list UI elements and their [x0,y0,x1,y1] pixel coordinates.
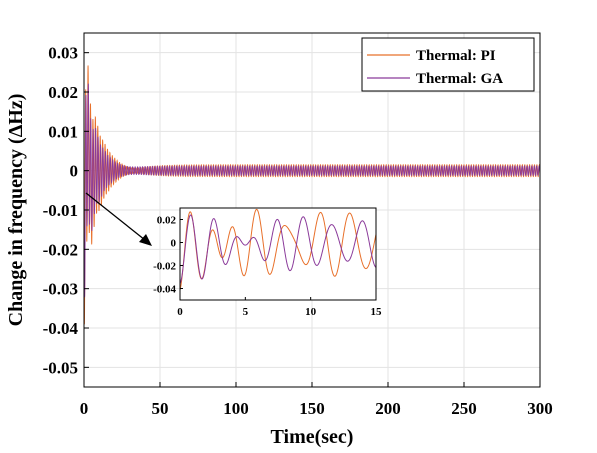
inset-series-line-pi [179,208,377,291]
legend-label-ga: Thermal: GA [416,71,503,87]
inset-y-tick-label: -0.02 [153,261,176,273]
inset-series-group [179,208,377,291]
inset-x-tick-label: 0 [177,306,183,318]
y-tick-label: 0.01 [48,122,78,141]
y-tick-label: -0.03 [43,280,78,299]
main-ticks: 0 50 100 150 200 250 3000.030.020.010-0.01-0.0… [43,44,553,418]
inset-y-tick-label: 0 [171,238,177,250]
inset-x-tick-label: 10 [305,306,317,318]
legend-box [361,37,535,92]
legend: Thermal: PI Thermal: GA [361,37,535,92]
inset-x-tick-label: 15 [371,306,383,318]
inset-y-tick-label: -0.04 [153,284,176,296]
x-tick-label: 0 [80,399,89,418]
legend-label-pi: Thermal: PI [416,48,496,64]
zoom-arrow [85,192,152,246]
inset-ticks: 0 5 10 15 0.02 0 -0.02 -0.04 [153,215,382,319]
x-tick-label: 300 [527,399,553,418]
y-tick-label: -0.01 [43,201,78,220]
y-tick-label: 0.02 [48,83,78,102]
y-tick-label: 0.03 [48,44,78,63]
inset-x-tick-label: 5 [243,306,249,318]
series-line-pi [83,65,541,325]
inset-background [180,208,376,300]
inset-plot-frame [179,207,377,301]
x-axis-title: Time(sec) [271,426,354,448]
y-tick-label: 0 [70,162,79,181]
x-tick-label: 200 [375,399,401,418]
x-tick-label: 100 [223,399,249,418]
series-line-ga [83,83,541,298]
x-tick-label: 50 [152,399,169,418]
y-tick-label: -0.05 [43,358,78,377]
inset-y-tick-label: 0.02 [157,215,177,227]
y-tick-label: -0.02 [43,240,78,259]
x-tick-label: 150 [299,399,325,418]
x-tick-label: 250 [451,399,477,418]
y-tick-label: -0.04 [43,319,79,338]
y-axis-title: Change in frequency (ΔHz) [5,94,27,327]
inset-series-line-ga [179,214,377,284]
main-series-group [83,65,541,325]
